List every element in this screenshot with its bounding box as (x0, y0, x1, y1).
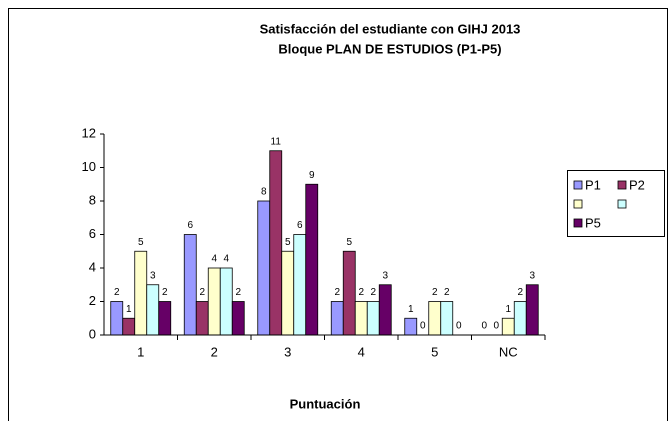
legend-swatch (573, 180, 583, 190)
value-label: 0 (493, 321, 499, 332)
value-label: 2 (162, 287, 168, 298)
bar (122, 317, 136, 336)
value-label: 1 (126, 304, 132, 315)
bar (513, 301, 527, 336)
bar (342, 250, 356, 336)
value-label: 2 (358, 287, 364, 298)
value-label: 0 (481, 321, 487, 332)
bar (354, 301, 368, 336)
bar (378, 284, 392, 336)
value-label: 5 (285, 237, 291, 248)
value-label: 2 (444, 287, 450, 298)
legend-swatch (617, 180, 627, 190)
bar (404, 317, 418, 336)
value-label: 0 (456, 321, 462, 332)
y-tick-label: 8 (89, 192, 96, 207)
bar (501, 317, 515, 336)
value-label: 1 (505, 304, 511, 315)
value-label: 0 (420, 321, 426, 332)
value-label: 9 (309, 170, 315, 181)
x-tick-label: 5 (431, 344, 438, 359)
legend-box (567, 170, 665, 237)
value-label: 4 (211, 254, 217, 265)
value-label: 11 (271, 136, 282, 147)
y-tick-label: 6 (89, 226, 96, 241)
value-label: 5 (346, 237, 352, 248)
value-label: 6 (297, 220, 303, 231)
bar (269, 150, 283, 336)
value-label: 3 (150, 270, 156, 281)
value-label: 8 (261, 187, 267, 198)
bar (281, 250, 295, 336)
x-tick-label: 4 (358, 344, 365, 359)
bar (231, 301, 245, 336)
legend-label: P5 (585, 215, 601, 230)
value-label: 2 (114, 287, 120, 298)
value-label: 1 (408, 304, 414, 315)
bar (207, 267, 221, 336)
bar (110, 301, 124, 336)
value-label: 3 (382, 270, 388, 281)
bar (440, 301, 454, 336)
legend-swatch (573, 199, 583, 209)
chart-title: Satisfacción del estudiante con GIHJ 201… (260, 21, 521, 36)
y-tick-label: 10 (82, 159, 96, 174)
bar (293, 234, 307, 336)
y-tick-label: 4 (89, 259, 96, 274)
x-axis-label: Puntuación (290, 396, 361, 411)
value-label: 2 (432, 287, 438, 298)
value-label: 4 (223, 254, 229, 265)
bar (195, 301, 209, 336)
x-tick-label: 1 (137, 344, 144, 359)
value-label: 2 (370, 287, 376, 298)
value-label: 2 (334, 287, 340, 298)
x-tick-label: 2 (211, 344, 218, 359)
bar (525, 284, 539, 336)
legend-swatch (617, 199, 627, 209)
chart-subtitle: Bloque PLAN DE ESTUDIOS (P1-P5) (278, 41, 501, 56)
bar (134, 250, 148, 336)
bar (158, 301, 172, 336)
value-label: 2 (199, 287, 205, 298)
legend-label: P1 (585, 177, 601, 192)
bar (183, 234, 197, 336)
x-tick-label: 3 (284, 344, 291, 359)
y-tick-label: 12 (82, 125, 96, 140)
value-label: 2 (517, 287, 523, 298)
bar (330, 301, 344, 336)
bar (219, 267, 233, 336)
bar (146, 284, 160, 336)
value-label: 6 (187, 220, 193, 231)
bar (428, 301, 442, 336)
bar (366, 301, 380, 336)
bar (257, 200, 271, 336)
chart-frame (8, 8, 668, 421)
legend-swatch (573, 218, 583, 228)
y-tick-label: 2 (89, 293, 96, 308)
y-tick-label: 0 (89, 326, 96, 341)
value-label: 5 (138, 237, 144, 248)
value-label: 2 (235, 287, 241, 298)
legend-label: P2 (629, 177, 645, 192)
bar (305, 183, 319, 336)
x-tick-label: NC (499, 344, 518, 359)
value-label: 3 (529, 270, 535, 281)
